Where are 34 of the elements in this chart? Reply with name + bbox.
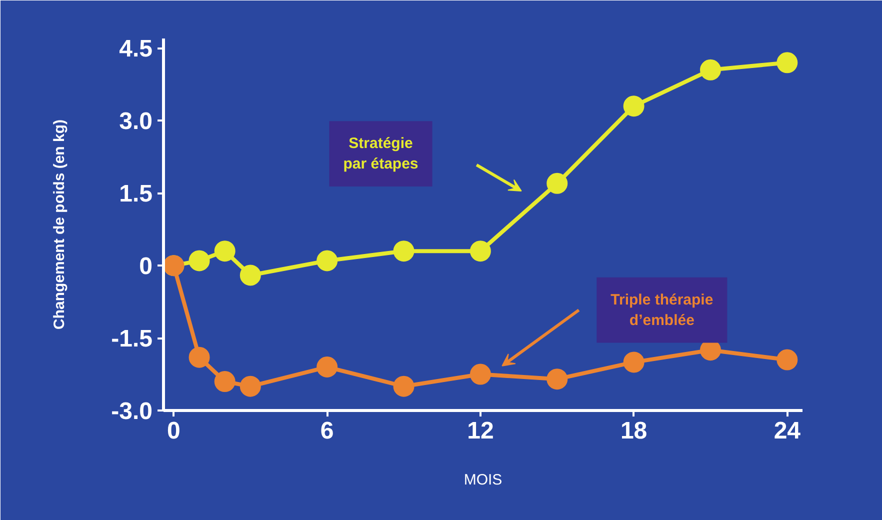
x-tick-label: 6 [320,418,334,444]
point [188,346,210,368]
point [776,52,798,74]
y-tick-label: 1.5 [119,180,153,208]
point [470,364,491,385]
y-tick-label: 3.0 [119,108,153,136]
point [214,371,236,392]
y-tick-label: -1.5 [111,326,153,353]
point [700,59,721,80]
x-tick-label: 0 [167,418,180,444]
point [546,368,568,390]
x-tick-label: 18 [620,418,648,444]
x-tick-label: 24 [774,418,802,444]
point [546,172,568,194]
point [240,264,261,286]
x-tick-label: 12 [467,418,494,444]
point [776,349,798,370]
point [623,352,644,373]
y-tick-label: -3.0 [111,398,153,425]
point [393,376,414,397]
series-label: Triple thérapie d’emblée [610,291,714,329]
point [214,240,236,262]
point [240,376,261,397]
point [470,240,491,262]
point [188,250,210,272]
point [316,250,338,272]
y-tick-label: 4.5 [119,36,153,63]
y-axis-title: Changement de poids (en kg) [51,119,68,330]
y-tick-label: 0 [139,253,153,280]
point [623,96,644,117]
point [316,356,338,378]
point [393,240,414,262]
x-axis-title: MOIS [464,472,502,488]
text: Stratégie par étapes [343,135,418,173]
